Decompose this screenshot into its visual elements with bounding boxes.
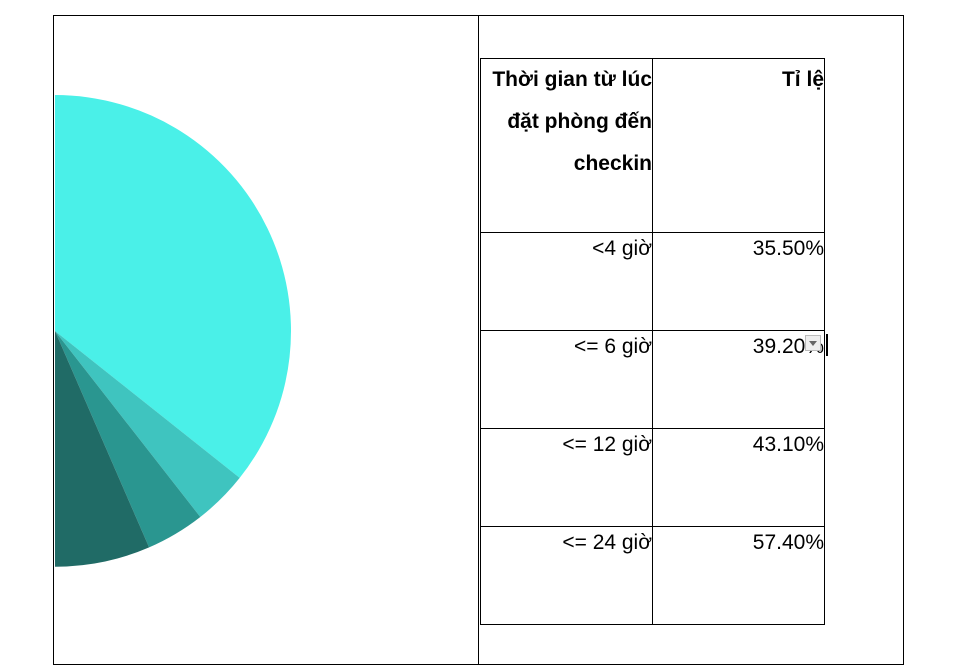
pie-slice <box>55 95 291 478</box>
table-cell: 35.50% <box>652 232 825 331</box>
table-row: <= 24 giờ 57.40% <box>480 526 825 625</box>
table-cell: 57.40% <box>652 526 825 625</box>
column-divider <box>478 15 479 665</box>
pie-slice <box>55 331 150 567</box>
header-cell: Thời gian từ lúc đặt phòng đến checkin <box>480 58 653 233</box>
data-table: Thời gian từ lúc đặt phòng đến checkin T… <box>480 58 825 625</box>
table-cell: 39.20% <box>652 330 825 429</box>
table-cell: <= 24 giờ <box>480 526 653 625</box>
dropdown-button[interactable] <box>805 335 821 351</box>
table-cell: <= 12 giờ <box>480 428 653 527</box>
table-cell: <= 6 giờ <box>480 330 653 429</box>
table-row: <= 12 giờ 43.10% <box>480 428 825 527</box>
table-row: <4 giờ 35.50% <box>480 232 825 331</box>
text-cursor <box>826 334 828 356</box>
table-row: <= 6 giờ 39.20% <box>480 330 825 429</box>
header-cell: Tỉ lệ <box>652 58 825 233</box>
pie-slice <box>55 331 240 517</box>
table-cell: <4 giờ <box>480 232 653 331</box>
pie-graphic <box>55 95 291 567</box>
pie-slice <box>55 331 201 548</box>
table-cell: 43.10% <box>652 428 825 527</box>
